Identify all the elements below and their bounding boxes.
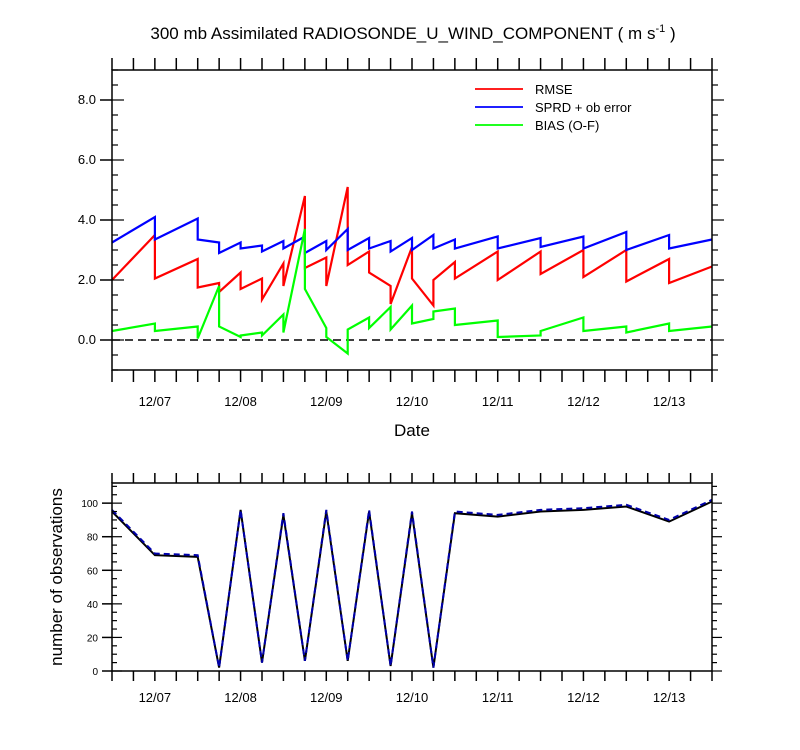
x-tick-label: 12/09 <box>310 690 343 705</box>
x-tick-label: 12/12 <box>567 394 600 409</box>
bottom-chart: 12/07 12/08 12/09 12/10 12/11 12/12 12/13 0 20 40… <box>81 473 722 705</box>
x-tick-label: 12/11 <box>482 690 514 705</box>
x-tick-label: 12/13 <box>653 690 686 705</box>
series-line-rmse <box>111 186 713 309</box>
y-tick-label: 40 <box>87 600 99 611</box>
legend-label: BIAS (O-F) <box>535 118 599 133</box>
x-tick-label: 12/07 <box>139 394 172 409</box>
y-tick-label: 4.0 <box>78 212 96 227</box>
x-tick-label: 12/11 <box>482 394 514 409</box>
x-tick-label: 12/10 <box>396 690 429 705</box>
y-tick-label: 60 <box>87 566 99 577</box>
series-line-observations-assimilated <box>111 498 713 668</box>
chart-title-superscript: -1 <box>655 23 665 35</box>
x-tick-label: 12/08 <box>224 394 257 409</box>
y-tick-label: 100 <box>81 499 98 510</box>
y-tick-label: 20 <box>87 633 99 644</box>
chart-title: 300 mb Assimilated RADIOSONDE_U_WIND_COM… <box>150 23 675 43</box>
x-tick-label: 12/07 <box>139 690 172 705</box>
y-tick-label: 8.0 <box>78 92 96 107</box>
y-tick-label: 0 <box>92 667 98 678</box>
top-x-axis-title: Date <box>394 421 430 440</box>
series-line-bias-o-f- <box>111 228 713 356</box>
legend-label: SPRD + ob error <box>535 100 632 115</box>
top-chart: 12/07 12/08 12/09 12/10 12/11 12/12 12/13 0.0 2.… <box>78 58 724 409</box>
x-tick-label: 12/12 <box>567 690 600 705</box>
bottom-y-axis-title: number of observations <box>47 488 66 666</box>
y-tick-label: 2.0 <box>78 272 96 287</box>
series-line-observations-possible <box>111 500 713 668</box>
series-line-sprd-ob-error <box>111 215 713 255</box>
y-tick-label: 6.0 <box>78 152 96 167</box>
legend-label: RMSE <box>535 82 573 97</box>
chart-title-end: ) <box>665 24 675 43</box>
x-tick-label: 12/13 <box>653 394 686 409</box>
x-tick-label: 12/09 <box>310 394 343 409</box>
y-tick-label: 80 <box>87 533 99 544</box>
x-tick-label: 12/08 <box>224 690 257 705</box>
plot-frame <box>111 69 713 371</box>
x-tick-label: 12/10 <box>396 394 429 409</box>
y-tick-label: 0.0 <box>78 332 96 347</box>
